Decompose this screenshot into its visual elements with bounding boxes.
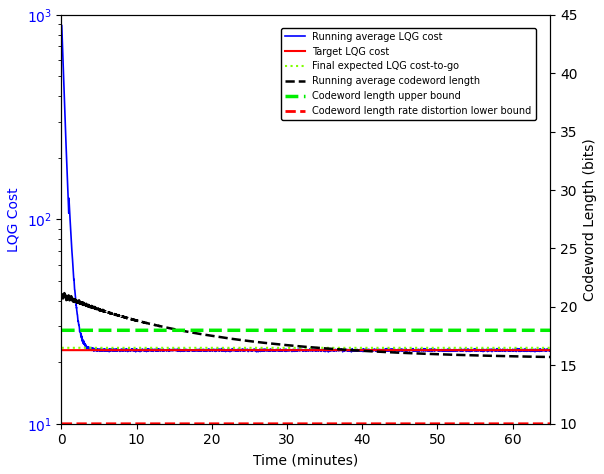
Final expected LQG cost-to-go — [547, 345, 554, 351]
Final expected LQG cost-to-go — [58, 345, 65, 351]
Running average LQG cost — [537, 347, 544, 353]
Target LQG cost — [484, 347, 492, 353]
Codeword length rate distortion lower bound — [537, 421, 544, 427]
Running average LQG cost — [114, 348, 121, 354]
Target LQG cost — [266, 347, 274, 353]
Codeword length upper bound — [484, 328, 492, 333]
Running average LQG cost — [58, 23, 65, 28]
Running average LQG cost — [348, 349, 355, 355]
Y-axis label: Codeword Length (bits): Codeword Length (bits) — [583, 138, 597, 301]
Codeword length rate distortion lower bound — [58, 421, 65, 427]
Running average codeword length — [537, 354, 544, 360]
Target LQG cost — [143, 347, 150, 353]
Final expected LQG cost-to-go — [143, 345, 150, 351]
Running average codeword length — [114, 312, 121, 318]
Running average codeword length — [246, 338, 253, 344]
Running average codeword length — [267, 341, 274, 346]
Running average LQG cost — [143, 347, 150, 353]
Codeword length upper bound — [58, 328, 65, 333]
X-axis label: Time (minutes): Time (minutes) — [253, 453, 358, 467]
Line: Running average LQG cost: Running average LQG cost — [62, 26, 550, 352]
Target LQG cost — [245, 347, 252, 353]
Target LQG cost — [547, 347, 554, 353]
Running average LQG cost — [245, 347, 252, 353]
Running average LQG cost — [266, 346, 274, 352]
Running average codeword length — [484, 353, 492, 358]
Running average codeword length — [547, 354, 554, 360]
Codeword length rate distortion lower bound — [143, 421, 150, 427]
Final expected LQG cost-to-go — [245, 345, 252, 351]
Codeword length upper bound — [547, 328, 554, 333]
Final expected LQG cost-to-go — [266, 345, 274, 351]
Target LQG cost — [537, 347, 544, 353]
Codeword length rate distortion lower bound — [266, 421, 274, 427]
Line: Running average codeword length: Running average codeword length — [62, 293, 550, 357]
Final expected LQG cost-to-go — [114, 345, 121, 351]
Codeword length upper bound — [266, 328, 274, 333]
Target LQG cost — [58, 347, 65, 353]
Y-axis label: LQG Cost: LQG Cost — [7, 187, 21, 252]
Codeword length rate distortion lower bound — [245, 421, 252, 427]
Codeword length upper bound — [245, 328, 252, 333]
Final expected LQG cost-to-go — [537, 345, 544, 351]
Codeword length rate distortion lower bound — [114, 421, 121, 427]
Codeword length rate distortion lower bound — [484, 421, 492, 427]
Final expected LQG cost-to-go — [484, 345, 492, 351]
Running average codeword length — [58, 294, 65, 300]
Codeword length upper bound — [143, 328, 150, 333]
Codeword length upper bound — [537, 328, 544, 333]
Target LQG cost — [114, 347, 121, 353]
Running average LQG cost — [547, 348, 554, 354]
Legend: Running average LQG cost, Target LQG cost, Final expected LQG cost-to-go, Runnin: Running average LQG cost, Target LQG cos… — [281, 28, 536, 120]
Running average codeword length — [61, 290, 68, 296]
Running average LQG cost — [484, 347, 492, 353]
Running average codeword length — [143, 320, 150, 326]
Codeword length rate distortion lower bound — [547, 421, 554, 427]
Codeword length upper bound — [114, 328, 121, 333]
